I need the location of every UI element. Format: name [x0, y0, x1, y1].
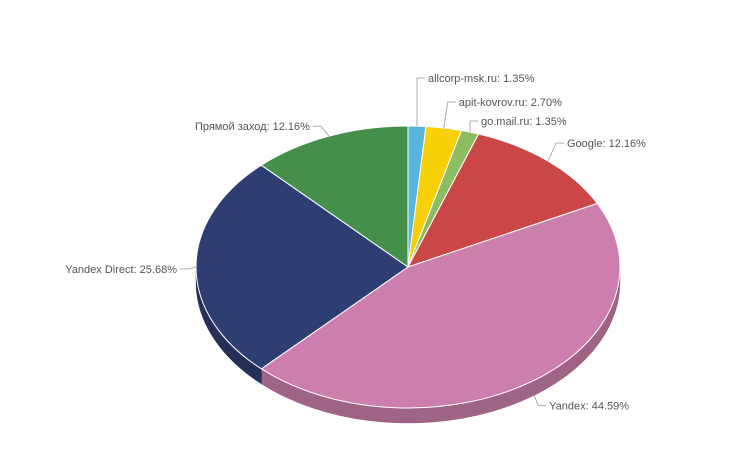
data-label-connector-layer	[180, 77, 565, 406]
data-label-apit-kovrov-ru: apit-kovrov.ru: 2.70%	[459, 97, 562, 109]
data-label-connector-apit-kovrov-ru	[443, 101, 456, 129]
data-label-layer: allcorp-msk.ru: 1.35% apit-kovrov.ru: 2.7…	[65, 73, 646, 412]
data-label-connector-yandex-direct	[180, 266, 197, 270]
data-label-go-mail-ru: go.mail.ru: 1.35%	[481, 116, 567, 128]
pie-slice-yandex-direct[interactable]	[195, 164, 409, 370]
data-label-connector-slice-6	[312, 125, 330, 137]
data-label-connector-yandex	[533, 395, 547, 406]
pie-slice-yandex[interactable]	[260, 202, 621, 409]
pie-slice-layer	[195, 125, 621, 409]
data-label-yandex: Yandex: 44.59%	[549, 400, 629, 412]
data-label-google: Google: 12.16%	[567, 138, 646, 150]
data-label-slice-6: Прямой заход: 12.16%	[195, 121, 310, 133]
data-label-connector-allcorp-msk-ru	[416, 77, 425, 127]
data-label-connector-google	[547, 142, 565, 162]
data-label-connector-go-mail-ru	[469, 120, 479, 133]
data-label-yandex-direct: Yandex Direct: 25.68%	[65, 264, 177, 276]
pie-slice-google[interactable]	[407, 133, 598, 268]
data-label-allcorp-msk-ru: allcorp-msk.ru: 1.35%	[428, 73, 535, 85]
